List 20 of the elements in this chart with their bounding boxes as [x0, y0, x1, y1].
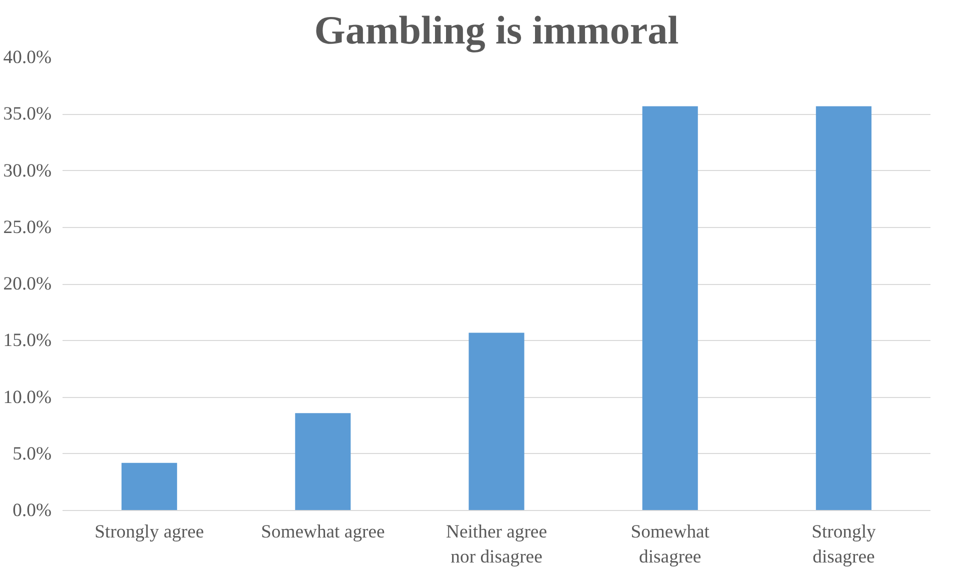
- bar: [642, 106, 698, 510]
- x-tick-label: Somewhat disagree: [630, 522, 710, 568]
- bar: [122, 462, 178, 510]
- x-tick-label: Somewhat agree: [260, 522, 385, 542]
- y-tick-label: 35.0%: [3, 104, 52, 125]
- y-tick-label: 15.0%: [3, 330, 52, 352]
- y-tick-label: 20.0%: [3, 274, 52, 294]
- y-tick-label: 10.0%: [3, 386, 52, 408]
- x-tick-label: Strongly agree: [94, 522, 204, 542]
- y-tick-label: 5.0%: [12, 443, 52, 464]
- bar: [295, 413, 351, 510]
- y-tick-label: 40.0%: [3, 47, 52, 68]
- bar: [816, 106, 872, 510]
- y-tick-label: 30.0%: [3, 160, 52, 182]
- bar: [468, 332, 524, 510]
- x-tick-label: Neither agree nor disagree: [446, 522, 548, 568]
- chart-title: Gambling is immoral: [314, 8, 679, 52]
- y-tick-label: 25.0%: [3, 216, 52, 238]
- x-tick-label: Strongly disagree: [812, 522, 877, 568]
- y-tick-label: 0.0%: [12, 500, 52, 521]
